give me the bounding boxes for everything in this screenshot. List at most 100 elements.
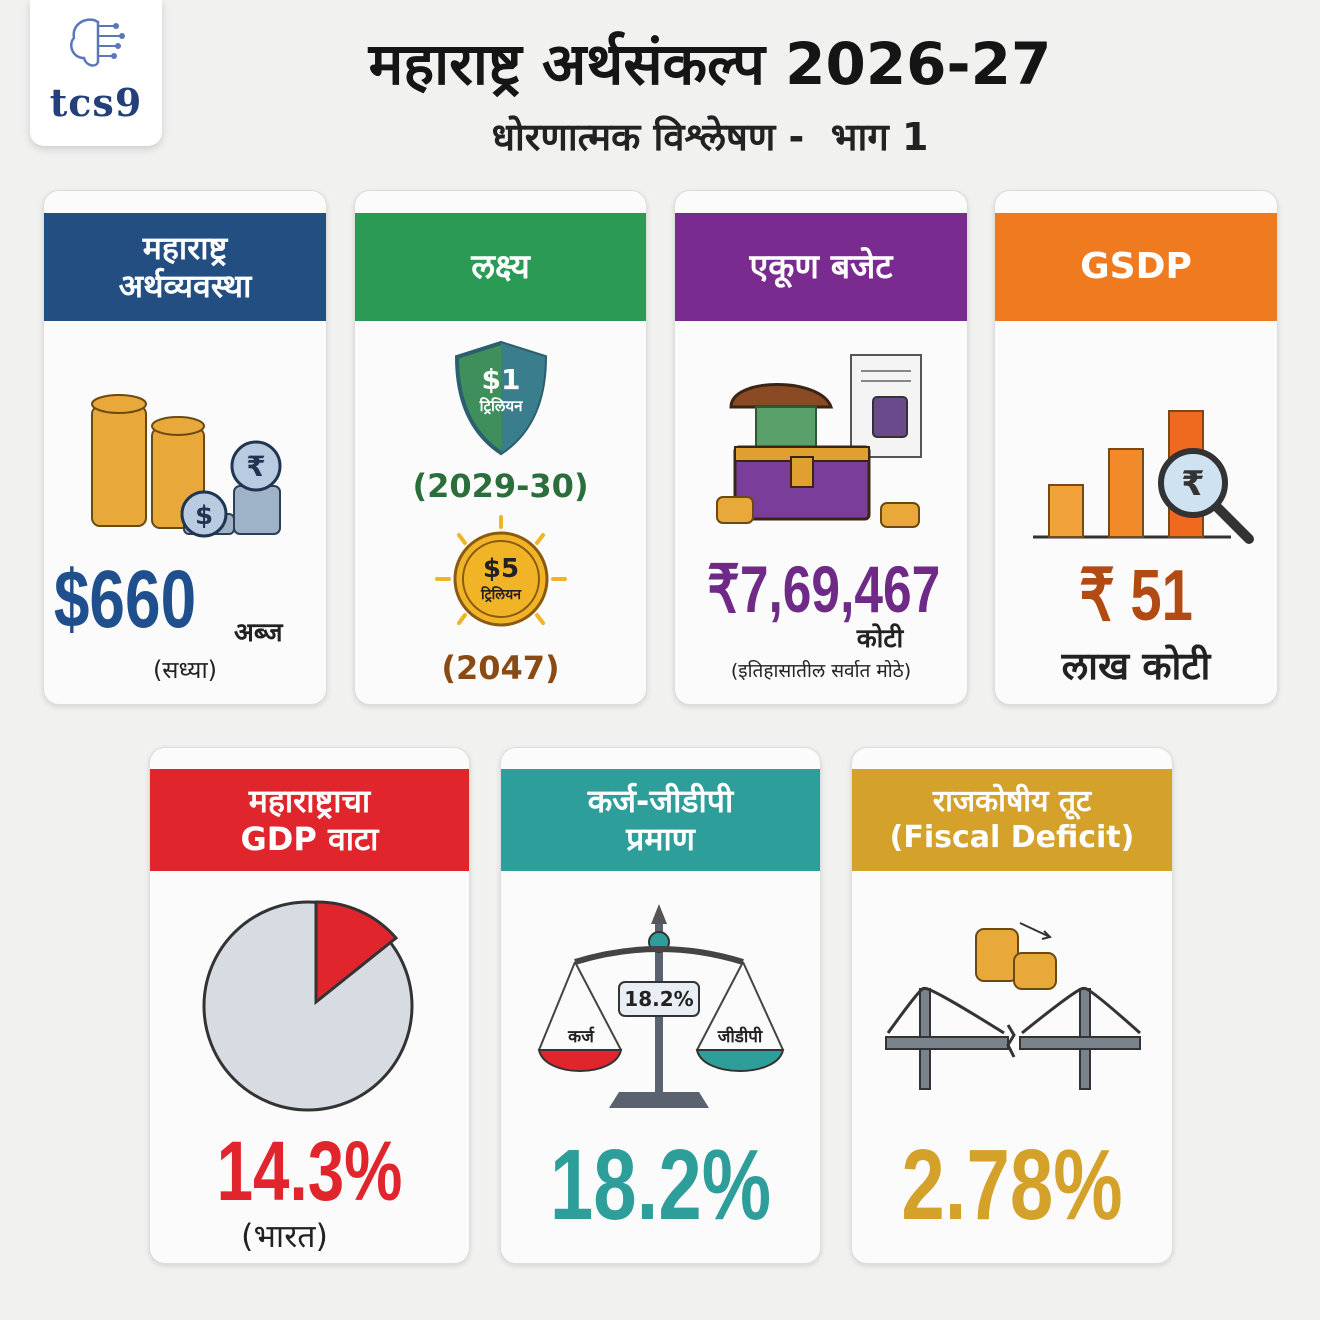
scale-icon: 18.2% कर्ज जीडीपी — [537, 904, 785, 1108]
card-gsdp: GSDP ₹ ₹ 51 लाख कोटी — [994, 190, 1278, 705]
shield-icon: $1 ट्रिलियन — [454, 340, 548, 456]
year: (2047) — [441, 649, 560, 687]
icon-shape — [716, 496, 920, 528]
note: (इतिहासातील सर्वात मोठे) — [730, 660, 912, 682]
card-header: राजकोषीय तूट (Fiscal Deficit) — [852, 769, 1172, 871]
icon-shape — [453, 531, 549, 627]
badge-text: ट्रिलियन — [479, 397, 524, 415]
icon-label: जीडीपी — [717, 1026, 763, 1047]
icon-shape — [535, 613, 545, 625]
subtitle: धोरणात्मक विश्लेषण - भाग 1 — [491, 115, 929, 159]
icon-shape — [716, 496, 754, 524]
icon-shape — [696, 961, 744, 1051]
card-title: GDP वाटा — [240, 820, 379, 858]
pie-icon — [202, 900, 414, 1112]
card-header: महाराष्ट्राचा GDP वाटा — [150, 769, 469, 871]
icon-shape — [1013, 952, 1057, 990]
coins-icon: ₹ $ — [91, 394, 282, 538]
icon-label: $ — [195, 501, 213, 531]
icon-shape — [618, 981, 700, 1017]
icon-shape — [462, 540, 540, 618]
card-economy: महाराष्ट्र अर्थव्यवस्था ₹ $ $660 अब्ज (स… — [43, 190, 327, 705]
icon-shape — [729, 383, 834, 409]
card-fiscal-deficit: राजकोषीय तूट (Fiscal Deficit) 2.78% — [851, 747, 1173, 1264]
icon-shape — [501, 343, 545, 453]
icon-shape — [119, 33, 125, 39]
card-header: GSDP — [995, 213, 1277, 321]
icon-shape — [115, 43, 121, 49]
icon-shape — [790, 456, 814, 488]
card-title: लक्ष्य — [471, 246, 530, 287]
card-header: एकूण बजेट — [675, 213, 967, 321]
icon-label: 18.2% — [624, 987, 693, 1011]
icon-shape — [742, 961, 784, 1051]
icon-label: ₹ — [246, 450, 265, 483]
icon-label: कर्ज — [567, 1026, 595, 1047]
icon-shape — [880, 502, 920, 528]
icon-shape — [538, 961, 576, 1051]
icon-shape — [230, 440, 282, 492]
card-title: राजकोषीय तूट — [932, 784, 1092, 819]
icon-shape — [457, 533, 467, 545]
chest-icon — [716, 354, 922, 528]
card-header: कर्ज-जीडीपी प्रमाण — [501, 769, 820, 871]
icon-shape — [1210, 500, 1254, 544]
value: $660 — [53, 554, 197, 645]
unit: लाख कोटी — [1061, 644, 1211, 688]
icon-shape — [651, 904, 667, 924]
icon-shape — [457, 613, 467, 625]
card-title: GSDP — [1080, 246, 1192, 288]
icon-shape — [975, 928, 1057, 990]
icon-shape — [180, 490, 228, 538]
icon-shape — [885, 1036, 1009, 1050]
icon-shape — [1158, 448, 1228, 518]
icon-shape — [113, 23, 119, 29]
card-title: अर्थव्यवस्था — [118, 267, 252, 305]
icon-shape — [91, 394, 147, 414]
icon-shape — [537, 1049, 623, 1072]
icon-shape — [574, 961, 622, 1051]
card-debt-gdp: कर्ज-जीडीपी प्रमाण 18.2% कर्ज जीडीपी 18.… — [500, 747, 821, 1264]
icon-label: ₹ — [1181, 464, 1205, 504]
icon-shape — [695, 1049, 785, 1072]
icon-shape — [151, 416, 205, 436]
card-gdp-share: महाराष्ट्राचा GDP वाटा 14.3% (भारत) — [149, 747, 470, 1264]
icon-shape — [1048, 484, 1084, 538]
icon-shape — [91, 405, 147, 527]
icon-shape — [314, 900, 399, 1006]
badge-text: ट्रिलियन — [480, 586, 522, 603]
card-title: महाराष्ट्राचा — [248, 781, 371, 820]
year: (2029-30) — [412, 467, 589, 505]
value: 2.78% — [901, 1129, 1123, 1241]
icon-shape — [233, 485, 281, 535]
card-target: लक्ष्य $1 ट्रिलियन (2029-30) $5 ट्रिलियन… — [354, 190, 647, 705]
icon-shape — [1041, 930, 1052, 940]
title: महाराष्ट्र अर्थसंकल्प 2026-27 — [368, 30, 1052, 98]
icon-shape — [1019, 922, 1051, 938]
badge-text: $5 — [483, 554, 519, 584]
unit: कोटी — [856, 624, 904, 654]
icon-shape — [1108, 448, 1144, 538]
icon-shape — [435, 515, 567, 625]
coin-icon: $5 ट्रिलियन — [435, 515, 567, 627]
icon-shape — [574, 946, 744, 965]
icon-shape — [872, 396, 908, 438]
card-header: लक्ष्य — [355, 213, 646, 321]
unit: अब्ज — [234, 618, 283, 648]
icon-shape — [1006, 1024, 1016, 1058]
icon-shape — [111, 53, 117, 59]
icon-shape — [975, 928, 1019, 982]
logo: tcs9 — [30, 0, 162, 146]
card-header: महाराष्ट्र अर्थव्यवस्था — [44, 213, 326, 321]
card-title: प्रमाण — [626, 820, 695, 858]
note: (भारत) — [240, 1217, 329, 1255]
card-title: कर्ज-जीडीपी — [587, 781, 734, 820]
badge-text: $1 — [482, 363, 521, 396]
card-title: एकूण बजेट — [749, 246, 893, 287]
value: 18.2% — [549, 1129, 772, 1241]
icon-shape — [609, 1092, 709, 1108]
icon-shape — [535, 533, 545, 545]
value: ₹7,69,467 — [707, 552, 941, 626]
